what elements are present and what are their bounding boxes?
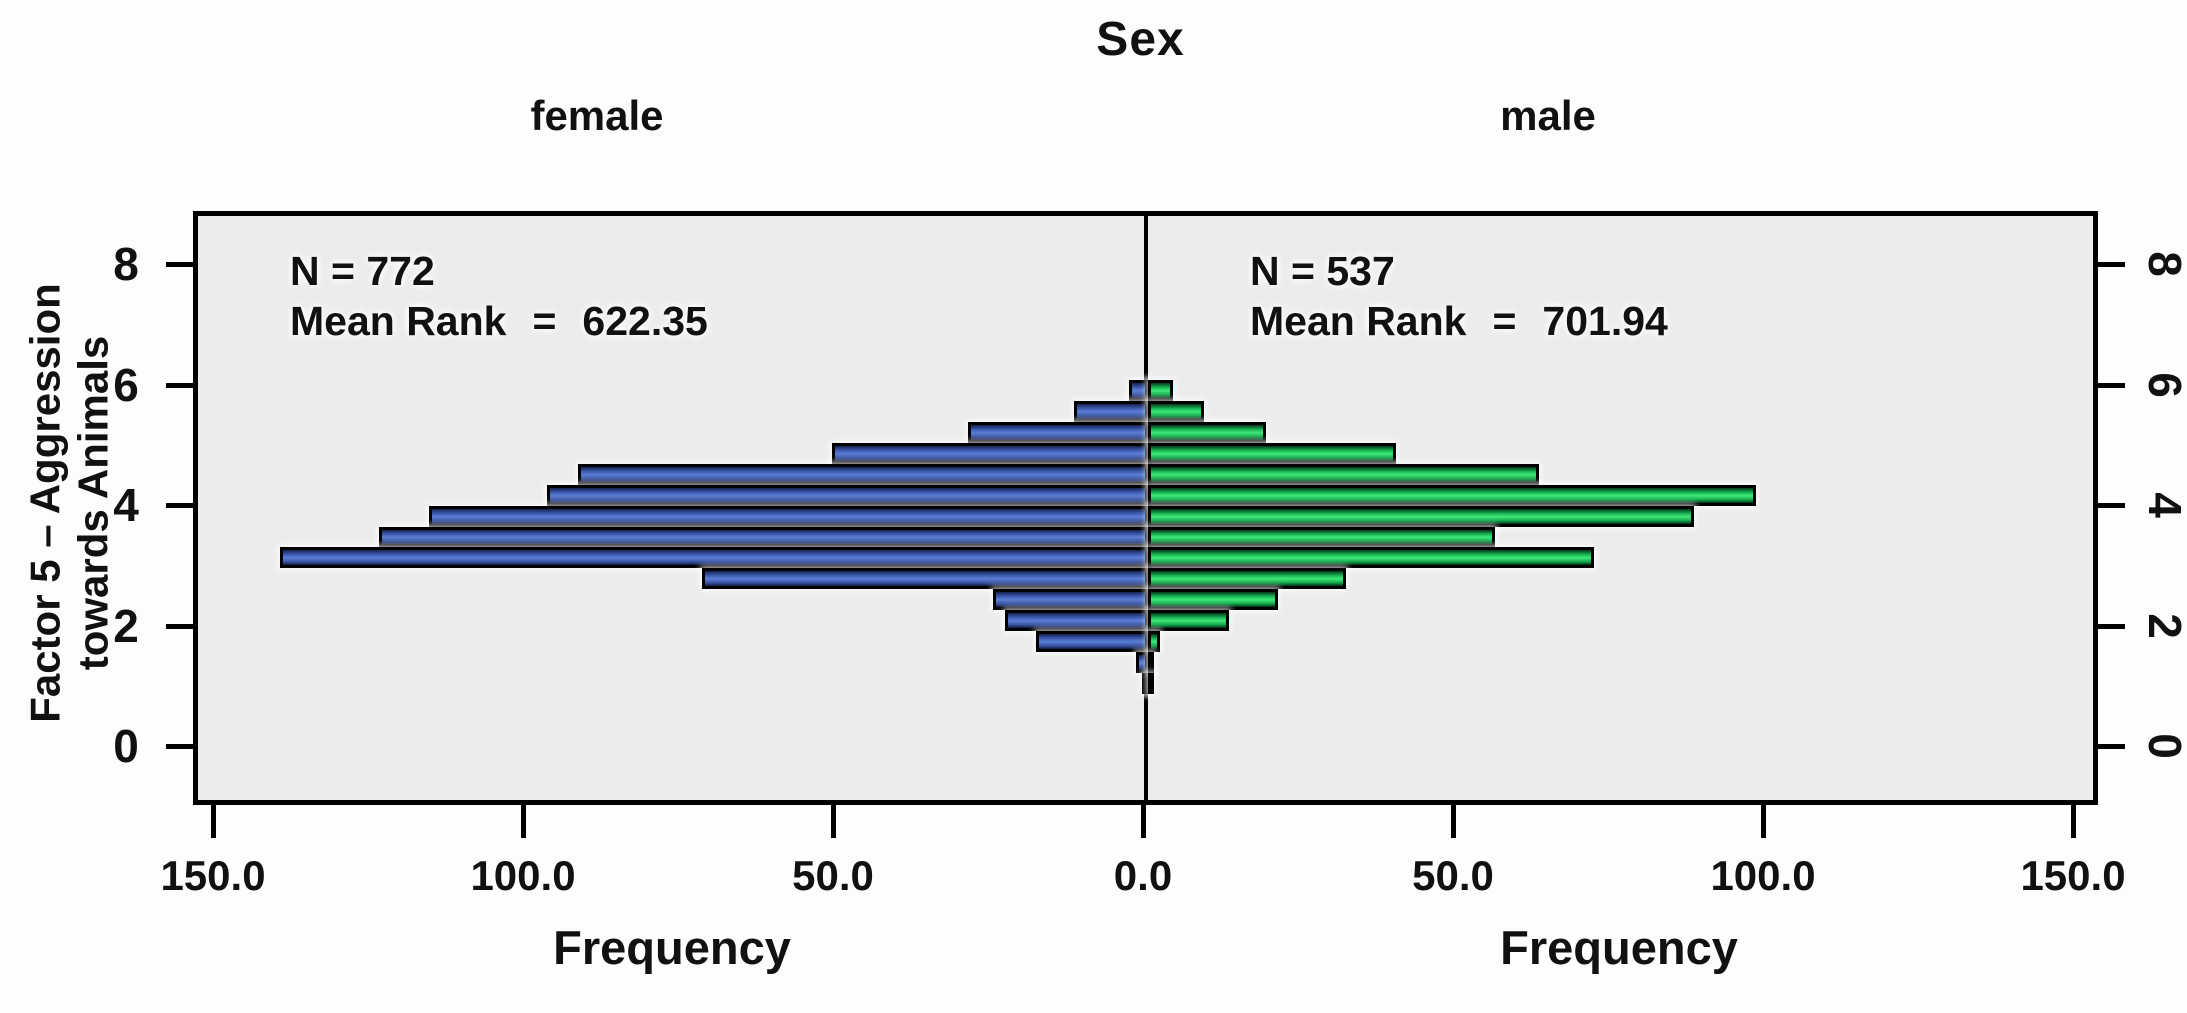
- male-n-label: N = 537: [1250, 248, 1395, 294]
- bar-male-bin6: [1148, 505, 1694, 527]
- male-meanrank-equals: =: [1492, 298, 1517, 345]
- bar-male-bin10: [1148, 589, 1279, 611]
- plot-area: 8 8 6 6 4 4 2 2 0 0 150.0 100.0 50.0 0.0 50.0 100.0 150.…: [113, 211, 2187, 974]
- bar-male-bin3: [1148, 442, 1396, 464]
- female-meanrank-value: 622.35: [582, 298, 708, 345]
- female-meanrank-equals: =: [532, 298, 557, 345]
- x-tick-1: [521, 805, 526, 838]
- x-tick-label-0.0-3: 0.0: [1113, 852, 1173, 899]
- plot-canvas: 8 8 6 6 4 4 2 2 0 0 150.0 100.0 50.0 0.0 50.0 100.0 150.…: [113, 216, 2187, 974]
- bar-male-bin4: [1148, 463, 1539, 485]
- bar-female-bin1: [1073, 400, 1148, 422]
- x-tick-3: [1141, 805, 1146, 838]
- bar-male-bin8: [1148, 547, 1595, 569]
- y-tick-right-6: [2098, 382, 2125, 388]
- bar-female-bin11: [1005, 610, 1148, 632]
- bar-female-bin10: [993, 589, 1148, 611]
- bar-male-bin14: [1148, 673, 1155, 694]
- x-tick-5: [1761, 805, 1766, 838]
- bar-male-bin12: [1148, 631, 1161, 653]
- bar-male-bin5: [1148, 484, 1756, 506]
- male-meanrank-label: Mean Rank: [1250, 298, 1467, 345]
- y-tick-right-4: [2098, 503, 2125, 508]
- bar-female-bin5: [546, 484, 1148, 506]
- bar-male-bin13: [1148, 652, 1155, 673]
- female-stats-annotation: N = 772 Mean Rank = 622.35: [290, 246, 708, 346]
- y-tick-label-left-6: 6: [113, 358, 139, 411]
- bar-male-bin1: [1148, 400, 1204, 422]
- y-tick-label-right-8: 8: [2139, 251, 2187, 277]
- x-tick-label-150.0-6: 150.0: [2020, 852, 2126, 899]
- y-tick-left-6: [166, 382, 193, 388]
- female-n-label: N = 772: [290, 248, 435, 294]
- x-tick-2: [831, 805, 836, 838]
- x-tick-6: [2071, 805, 2076, 838]
- chart-title: Sex: [1096, 13, 1185, 66]
- bar-female-bin2: [968, 421, 1148, 443]
- x-axis-label-right: Frequency: [1500, 921, 1738, 974]
- y-tick-left-2: [166, 623, 193, 629]
- bar-male-bin0: [1148, 380, 1173, 401]
- bar-female-bin8: [280, 547, 1148, 569]
- y-tick-label-left-8: 8: [113, 238, 139, 290]
- y-tick-left-8: [166, 262, 193, 267]
- y-tick-right-2: [2098, 623, 2125, 629]
- bar-female-bin12: [1036, 631, 1148, 653]
- x-tick-label-50.0-4: 50.0: [1412, 852, 1494, 899]
- y-axis-label: Factor 5 – Aggression towards Animals: [21, 283, 117, 723]
- y-tick-label-right-2: 2: [2139, 612, 2187, 639]
- y-tick-left-4: [166, 503, 193, 508]
- y-tick-right-0: [2098, 744, 2125, 749]
- male-meanrank-value: 701.94: [1542, 298, 1668, 345]
- bar-female-bin4: [577, 463, 1148, 485]
- y-tick-label-right-0: 0: [2139, 733, 2187, 759]
- x-tick-label-100.0-5: 100.0: [1710, 852, 1816, 899]
- bar-female-bin7: [379, 526, 1148, 548]
- male-stats-annotation: N = 537 Mean Rank = 701.94: [1250, 246, 1668, 346]
- bar-female-bin14: [1141, 673, 1148, 694]
- panel-label-female: female: [530, 92, 664, 139]
- y-tick-label-right-6: 6: [2139, 371, 2187, 398]
- bar-female-bin0: [1129, 380, 1148, 401]
- y-tick-left-0: [166, 744, 193, 749]
- y-tick-right-8: [2098, 262, 2125, 267]
- x-axis-label-left: Frequency: [553, 921, 791, 974]
- x-tick-4: [1451, 805, 1456, 838]
- y-tick-label-left-0: 0: [113, 720, 139, 772]
- x-tick-label-50.0-2: 50.0: [792, 852, 874, 899]
- bar-female-bin3: [831, 442, 1148, 464]
- bar-male-bin9: [1148, 568, 1347, 590]
- bar-female-bin6: [428, 505, 1148, 527]
- bar-male-bin2: [1148, 421, 1266, 443]
- y-tick-label-left-4: 4: [113, 479, 139, 531]
- x-tick-label-150.0-0: 150.0: [160, 852, 266, 899]
- bar-male-bin7: [1148, 526, 1496, 548]
- panel-label-male: male: [1500, 92, 1596, 139]
- bar-female-bin9: [701, 568, 1148, 590]
- bar-female-bin13: [1135, 652, 1148, 673]
- x-tick-label-100.0-1: 100.0: [470, 852, 576, 899]
- x-tick-0: [211, 805, 216, 838]
- y-tick-label-right-4: 4: [2139, 492, 2187, 518]
- y-tick-label-left-2: 2: [113, 599, 139, 652]
- bar-male-bin11: [1148, 610, 1229, 632]
- female-meanrank-label: Mean Rank: [290, 298, 507, 345]
